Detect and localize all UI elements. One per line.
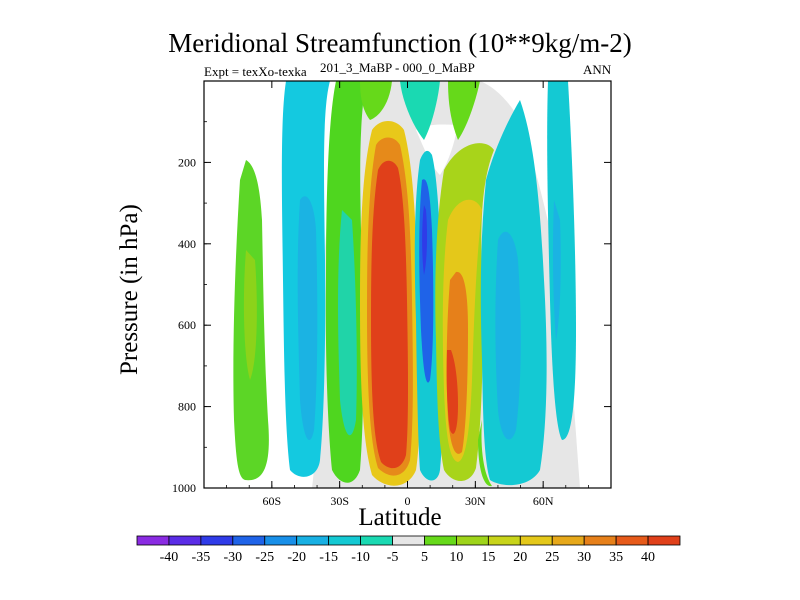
y-axis-label: Pressure (in hPa)	[116, 204, 143, 375]
colorbar-swatch	[615, 535, 649, 546]
period-label: 201_3_MaBP - 000_0_MaBP	[320, 60, 475, 75]
contour-nh-polar-positive-inner	[243, 250, 257, 380]
x-tick-label: 30S	[330, 494, 349, 508]
y-tick-label: 400	[178, 237, 196, 251]
colorbar-swatch	[136, 535, 170, 546]
contour-top-green-north	[448, 81, 480, 140]
colorbar-label: -15	[319, 550, 338, 565]
colorbar-swatch	[264, 535, 298, 546]
colorbar-swatch	[424, 535, 457, 546]
contour-hadley-north-max	[446, 350, 458, 434]
contour-nh-mid-core	[495, 231, 521, 440]
colorbar-label: -35	[192, 550, 211, 565]
contour-nh-mid-green-edge	[478, 420, 492, 487]
colorbar-swatch	[583, 535, 617, 546]
colorbar-label: 25	[545, 550, 559, 565]
colorbar-label: 10	[449, 550, 463, 565]
colorbar-label: -5	[387, 550, 399, 565]
colorbar-swatch	[168, 535, 202, 546]
colorbar-swatch	[519, 535, 553, 546]
contour-white-center	[416, 124, 458, 175]
contour-top-green-south	[360, 81, 392, 120]
y-tick-label: 200	[178, 155, 196, 169]
colorbar-swatch	[200, 535, 234, 546]
colorbar-swatch	[647, 535, 681, 546]
annual-label: ANN	[583, 62, 612, 77]
contour-sh-mid-core	[297, 196, 318, 440]
colorbar-label: 35	[609, 550, 623, 565]
colorbar-label: -20	[287, 550, 306, 565]
colorbar-label: 15	[481, 550, 495, 565]
colorbar-label: 40	[641, 550, 655, 565]
y-tick-label: 800	[178, 400, 196, 414]
x-tick-label: 30N	[465, 494, 486, 508]
experiment-label: Expt = texXo-texka	[204, 64, 307, 79]
contour-top-cyan	[400, 81, 440, 140]
contour-nh-polar-negative	[547, 81, 576, 440]
x-axis-label: Latitude	[358, 504, 442, 531]
colorbar-swatch	[232, 535, 266, 546]
colorbar-label: -40	[160, 550, 179, 565]
contour-equatorial-negative-max	[422, 205, 428, 275]
contour-nh-polar-core	[552, 200, 561, 340]
chart-title: Meridional Streamfunction (10**9kg/m-2)	[168, 28, 632, 58]
colorbar-label: 30	[577, 550, 591, 565]
x-tick-label: 60S	[262, 494, 281, 508]
contour-sh-ferrel-inner	[338, 210, 357, 436]
colorbar-swatch	[392, 535, 425, 546]
colorbar-label: 5	[421, 550, 428, 565]
axis-ticks	[203, 81, 612, 489]
colorbar: -40 -35 -30 -25 -20 -15 -10 -5 5 10 15 20 25 30 35 40	[136, 535, 681, 565]
colorbar-label: -10	[351, 550, 370, 565]
colorbar-swatch	[456, 535, 489, 546]
colorbar-label: 20	[513, 550, 527, 565]
x-tick-label: 60N	[533, 494, 554, 508]
axis-tick-labels: 60S 30S 0 30N 60N 200 400 600 800 1000	[172, 155, 554, 508]
x-tick-label: 0	[405, 494, 411, 508]
colorbar-label: -25	[255, 550, 274, 565]
y-tick-label: 600	[178, 318, 196, 332]
colorbar-swatch	[296, 535, 330, 546]
contour-white-northeast	[480, 81, 611, 488]
colorbar-label: -30	[223, 550, 242, 565]
colorbar-swatch	[487, 535, 521, 546]
colorbar-swatch	[360, 535, 393, 546]
colorbar-swatch	[551, 535, 585, 546]
y-tick-label: 1000	[172, 481, 196, 495]
contour-hadley-south-max	[371, 160, 408, 469]
colorbar-swatch	[328, 535, 361, 546]
